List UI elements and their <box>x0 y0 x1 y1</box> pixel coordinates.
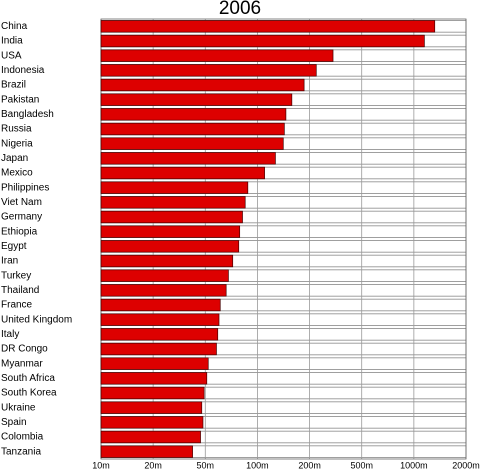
x-tick-label: 10m <box>92 460 110 470</box>
y-tick-label: South Africa <box>1 373 55 384</box>
y-tick-label: Pakistan <box>1 94 39 105</box>
y-tick-label: Indonesia <box>1 65 45 76</box>
bar <box>100 152 276 165</box>
x-tick-label: 500m <box>350 460 373 470</box>
y-tick-label: Philippines <box>1 182 49 193</box>
bar <box>100 328 219 341</box>
bar <box>100 122 285 136</box>
y-tick-label: Mexico <box>1 168 33 179</box>
y-tick-label: United Kingdom <box>1 314 72 325</box>
bar <box>100 430 201 444</box>
y-tick-label: Nigeria <box>1 138 33 149</box>
y-tick-label: Egypt <box>1 241 27 252</box>
bar <box>100 20 436 33</box>
y-tick-label: Colombia <box>1 432 44 443</box>
y-tick-label: Ukraine <box>1 402 36 413</box>
y-tick-label: Ethiopia <box>1 226 38 237</box>
y-tick-label: Thailand <box>1 285 39 296</box>
bar <box>100 298 221 312</box>
bar <box>100 386 205 400</box>
bar <box>100 210 243 224</box>
y-tick-label: USA <box>1 50 22 61</box>
y-tick-label: India <box>1 36 23 47</box>
bar <box>100 196 246 209</box>
bar <box>100 357 209 370</box>
plot-frame <box>100 18 467 460</box>
y-tick-label: Myanmar <box>1 358 43 369</box>
bar <box>100 108 287 121</box>
x-tick-label: 200m <box>298 460 321 470</box>
y-tick-label: Tanzania <box>1 446 41 457</box>
y-tick-label: Italy <box>1 329 19 340</box>
y-tick-label: Viet Nam <box>1 197 42 208</box>
bar <box>100 64 317 77</box>
y-tick-label: Iran <box>1 256 18 267</box>
y-tick-label: Japan <box>1 153 28 164</box>
bar <box>100 416 204 429</box>
bar <box>100 342 217 356</box>
bar <box>100 445 193 458</box>
bar <box>100 284 227 297</box>
bar <box>100 401 203 414</box>
bar <box>100 93 293 106</box>
bar <box>100 254 234 268</box>
y-tick-label: Turkey <box>1 270 31 281</box>
y-tick-label: Brazil <box>1 80 26 91</box>
bar <box>100 34 425 48</box>
x-tick-label: 1000m <box>400 460 428 470</box>
x-tick-label: 2000m <box>452 460 480 470</box>
bar <box>100 78 305 92</box>
x-tick-label: 50m <box>197 460 215 470</box>
bar <box>100 166 265 180</box>
bar <box>100 225 241 238</box>
bar <box>100 372 208 385</box>
y-tick-label: Russia <box>1 124 32 135</box>
y-tick-label: Bangladesh <box>1 109 54 120</box>
y-tick-label: Spain <box>1 417 27 428</box>
x-tick-label: 100m <box>246 460 269 470</box>
bar <box>100 313 220 326</box>
y-tick-label: France <box>1 300 33 311</box>
x-tick-label: 20m <box>144 460 162 470</box>
chart-title: 2006 <box>219 0 261 19</box>
bar <box>100 181 249 194</box>
bar <box>100 137 284 150</box>
y-tick-label: China <box>1 21 28 32</box>
y-tick-label: DR Congo <box>1 344 48 355</box>
y-tick-label: South Korea <box>1 388 57 399</box>
y-tick-label: Germany <box>1 212 42 223</box>
bar <box>100 240 240 253</box>
bar <box>100 269 229 282</box>
bar <box>100 49 334 62</box>
